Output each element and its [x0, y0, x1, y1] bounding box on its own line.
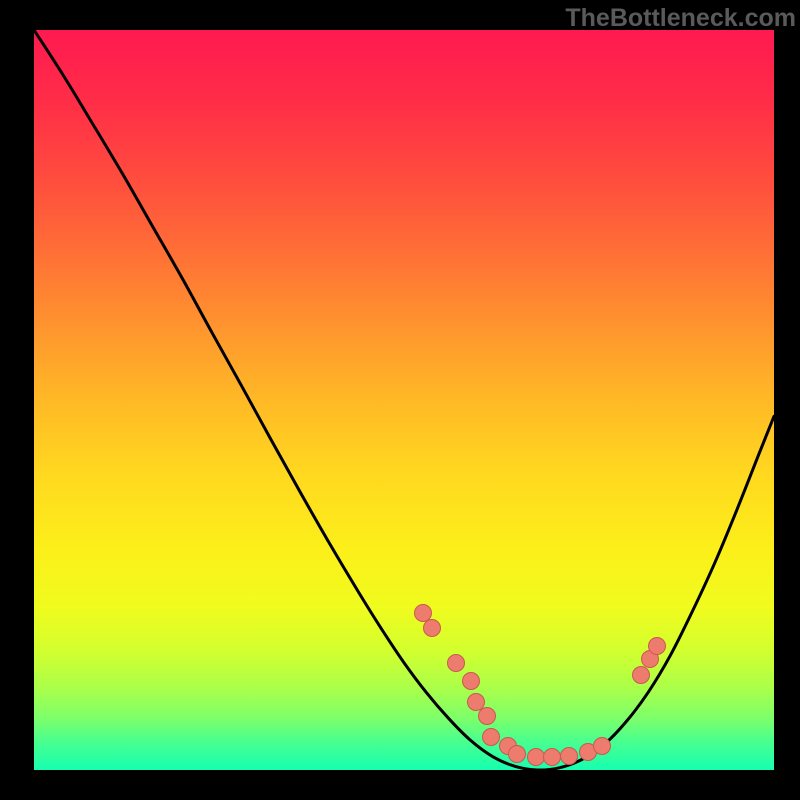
- data-marker: [423, 619, 441, 637]
- data-marker: [560, 747, 578, 765]
- data-marker: [478, 707, 496, 725]
- data-marker: [593, 737, 611, 755]
- data-marker: [648, 637, 666, 655]
- data-marker: [447, 654, 465, 672]
- plot-area: [34, 30, 774, 770]
- bottleneck-curve: [34, 30, 774, 770]
- data-marker: [482, 728, 500, 746]
- data-marker: [543, 748, 561, 766]
- chart-container: TheBottleneck.com: [0, 0, 800, 800]
- curve-layer: [34, 30, 774, 770]
- data-marker: [508, 745, 526, 763]
- data-marker: [462, 672, 480, 690]
- watermark-text: TheBottleneck.com: [565, 4, 796, 33]
- data-marker: [632, 666, 650, 684]
